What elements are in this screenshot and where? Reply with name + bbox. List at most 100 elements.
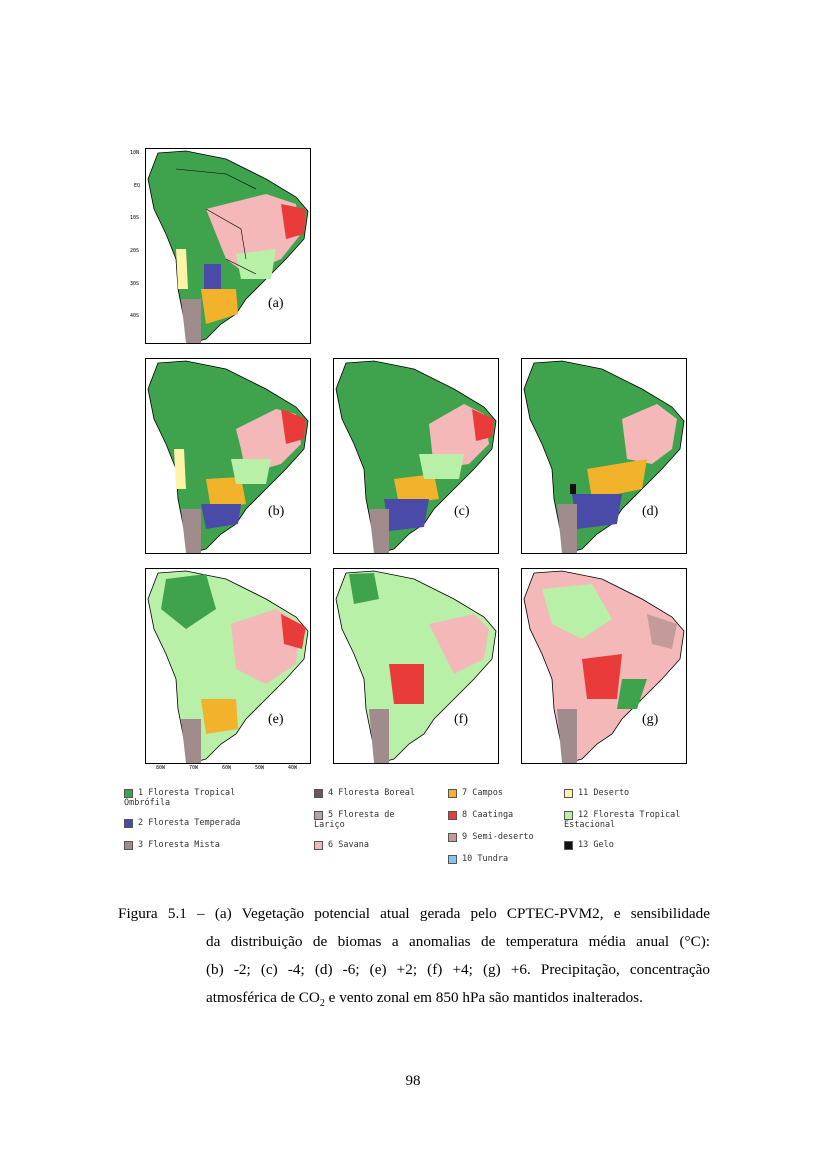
savanna-region: [429, 614, 489, 674]
map-panel-a: (a): [145, 148, 311, 344]
biome-map-b: [147, 360, 309, 553]
legend-item: 9 Semi-deserto: [448, 832, 534, 842]
caption-line: da distribuição de biomas a anomalias de…: [206, 933, 710, 950]
map-panel-f: (f): [333, 568, 499, 764]
biome-legend: 1 Floresta Tropical Ombrófila 2 Floresta…: [118, 778, 708, 870]
biome-map-f: [335, 570, 497, 763]
page-number: 98: [405, 1073, 421, 1089]
mixed-forest-region: [557, 504, 577, 553]
map-panel-e: (e): [145, 568, 311, 764]
lon-tick: 70W: [189, 765, 199, 771]
seasonal-forest-region: [236, 249, 276, 279]
legend-swatch: [564, 789, 573, 798]
biome-map-d: [523, 360, 685, 553]
legend-swatch: [448, 833, 457, 842]
legend-swatch: [448, 855, 457, 864]
mixed-forest-region: [369, 709, 389, 763]
legend-swatch: [564, 841, 573, 850]
caption-line: Figura 5.1 – (a) Vegetação potencial atu…: [118, 905, 710, 922]
legend-item: 1 Floresta Tropical Ombrófila: [124, 788, 236, 808]
grassland-region: [206, 477, 246, 509]
legend-item: 6 Savana: [314, 840, 369, 850]
lat-tick: 20S: [130, 248, 140, 254]
temperate-forest-region: [204, 264, 221, 289]
seasonal-forest-region: [419, 454, 464, 479]
temperate-forest-region: [384, 499, 429, 531]
legend-item: 2 Floresta Temperada: [124, 818, 240, 828]
rainforest-region: [161, 574, 216, 629]
savanna-region: [206, 194, 301, 274]
lon-tick: 50W: [255, 765, 265, 771]
legend-swatch: [564, 811, 573, 820]
caatinga-region: [281, 204, 306, 239]
mixed-forest-region: [181, 719, 201, 763]
lat-tick: 40S: [130, 313, 140, 319]
lon-tick: 80W: [156, 765, 166, 771]
lat-tick: EQ: [134, 183, 141, 189]
lat-tick: 30S: [130, 281, 140, 287]
panel-label: (d): [642, 504, 659, 519]
caatinga-region: [472, 409, 494, 441]
lat-tick: 10N: [130, 150, 140, 156]
legend-item: 10 Tundra: [448, 854, 508, 864]
caatinga-region: [389, 664, 424, 704]
grassland-region: [587, 459, 647, 499]
ice-cell: [570, 484, 576, 494]
green-strip: [617, 679, 647, 709]
rainforest-region: [349, 573, 379, 604]
biome-map-c: [335, 360, 497, 553]
temperate-forest-region: [572, 494, 622, 529]
biome-map-e: [147, 570, 309, 763]
mixed-forest-region: [369, 509, 389, 553]
biome-map-a: [147, 150, 309, 343]
panel-label: (g): [642, 712, 659, 727]
caatinga-region: [281, 409, 306, 444]
co2-subscript: 2: [319, 998, 325, 1010]
mixed-forest-region: [557, 709, 577, 763]
map-panel-c: (c): [333, 358, 499, 554]
caption-line: atmosférica de CO2 e vento zonal em 850 …: [206, 989, 643, 1010]
grassland-region: [201, 699, 238, 734]
semi-desert-region: [647, 614, 677, 649]
lat-tick: 10S: [130, 215, 140, 221]
seasonal-forest-region: [542, 584, 612, 639]
legend-item: 3 Floresta Mista: [124, 840, 220, 850]
panel-label: (e): [268, 712, 284, 727]
lon-tick: 60W: [222, 765, 232, 771]
legend-item: 13 Gelo: [564, 840, 614, 850]
biome-map-g: [523, 570, 685, 763]
legend-item: 5 Floresta de Lariço: [314, 810, 395, 830]
legend-swatch: [448, 789, 457, 798]
panel-label: (c): [454, 504, 470, 519]
seasonal-forest-region: [231, 459, 271, 484]
legend-swatch: [124, 841, 133, 850]
legend-swatch: [124, 819, 133, 828]
caatinga-region: [281, 614, 306, 649]
mixed-forest-region: [181, 509, 201, 553]
legend-swatch: [314, 789, 323, 798]
border-lines: [175, 168, 257, 275]
legend-swatch: [314, 841, 323, 850]
grassland-region: [394, 474, 439, 504]
savanna-region: [622, 404, 677, 464]
legend-item: 11 Deserto: [564, 788, 629, 798]
lon-tick: 40W: [288, 765, 298, 771]
panel-label: (b): [268, 504, 285, 519]
map-panel-d: (d): [521, 358, 687, 554]
mixed-forest-region: [181, 299, 201, 343]
legend-swatch: [124, 789, 133, 798]
map-panel-b: (b): [145, 358, 311, 554]
desert-region: [176, 249, 188, 289]
legend-item: 12 Floresta Tropical Estacional: [564, 810, 681, 830]
map-panel-g: (g): [521, 568, 687, 764]
figure-caption: Figura 5.1 – (a) Vegetação potencial atu…: [118, 900, 710, 1018]
legend-item: 8 Caatinga: [448, 810, 513, 820]
legend-item: 7 Campos: [448, 788, 503, 798]
legend-item: 4 Floresta Boreal: [314, 788, 415, 798]
panel-label: (a): [268, 296, 284, 311]
desert-region: [174, 449, 186, 489]
legend-swatch: [448, 811, 457, 820]
temperate-forest-region: [201, 504, 241, 529]
panel-label: (f): [454, 712, 468, 727]
grassland-region: [201, 289, 238, 324]
